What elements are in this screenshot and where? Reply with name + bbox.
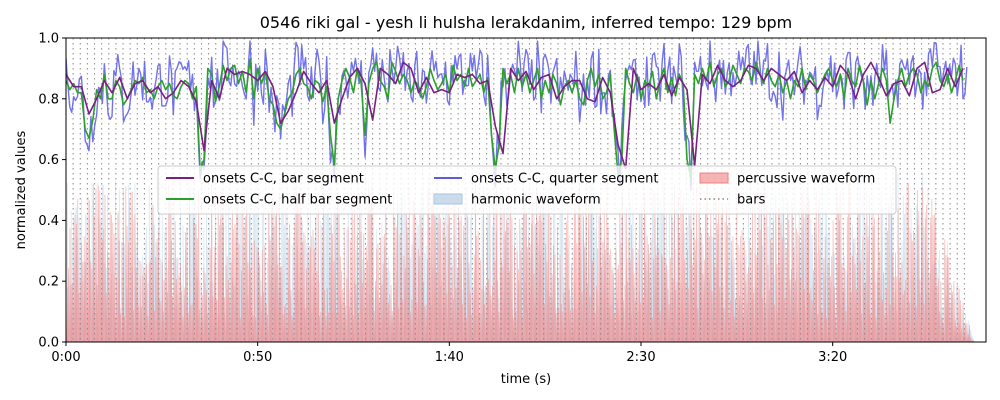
legend-label: onsets C-C, quarter segment [471, 172, 658, 187]
legend-label: percussive waveform [737, 172, 875, 187]
x-axis-label: time (s) [501, 372, 551, 387]
axes: 0.0 0.2 0.4 0.6 0.8 1.0 0:00 0:50 1:40 2:30 3:20 [38, 32, 987, 365]
x-tick-label: 0:50 [243, 350, 272, 365]
plot-frame [65, 37, 987, 343]
x-tick-label: 2:30 [626, 350, 655, 365]
y-tick-label: 0.4 [38, 214, 59, 229]
percussive-waveform-area [66, 180, 986, 342]
y-tick-label: 1.0 [38, 32, 59, 47]
y-tick-label: 0.8 [38, 92, 59, 107]
x-tick-label: 1:40 [435, 350, 464, 365]
bar-segment-line [66, 61, 964, 170]
legend-label: onsets C-C, half bar segment [203, 193, 392, 208]
legend-label: bars [737, 193, 766, 208]
y-axis-label: normalized values [14, 130, 29, 249]
x-tick-label: 3:20 [818, 350, 847, 365]
legend: onsets C-C, bar segment onsets C-C, half … [157, 165, 897, 215]
legend-label: onsets C-C, bar segment [203, 172, 364, 187]
legend-label: harmonic waveform [471, 193, 601, 208]
legend-swatch [699, 172, 729, 184]
legend-swatch [433, 193, 463, 205]
y-tick-label: 0.6 [38, 153, 59, 168]
chart-title: 0546 riki gal - yesh li hulsha lerakdani… [260, 13, 792, 32]
y-tick-label: 0.2 [38, 275, 59, 290]
half-bar-segment-line [66, 58, 964, 179]
x-tick-label: 0:00 [51, 350, 80, 365]
plot-content [66, 38, 986, 342]
y-tick-label: 0.0 [38, 336, 59, 351]
plot-area [66, 38, 986, 342]
